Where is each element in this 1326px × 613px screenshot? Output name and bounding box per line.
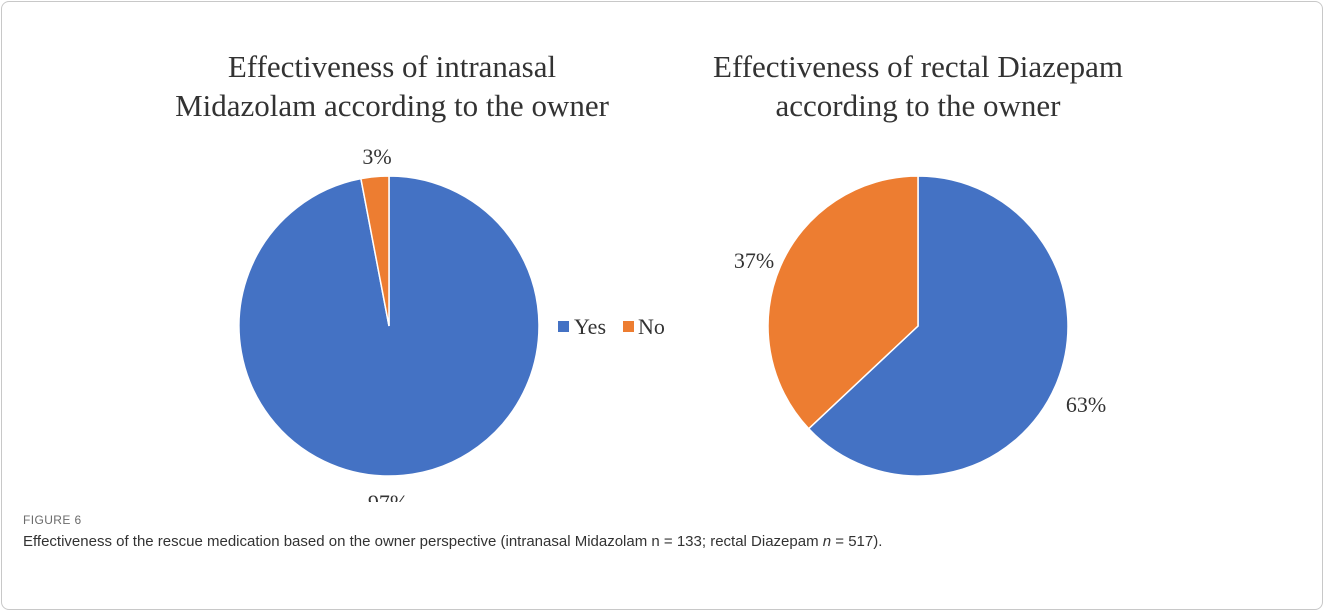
- legend-label-yes: Yes: [574, 314, 606, 339]
- legend-swatch-no: [623, 321, 634, 332]
- legend: Yes No: [558, 314, 665, 339]
- figure-caption: Effectiveness of the rescue medication b…: [23, 533, 882, 550]
- figure-caption-part-b: = 517).: [831, 533, 883, 550]
- pie-2-title-line-1: Effectiveness of rectal Diazepam: [713, 49, 1123, 84]
- pie-2-slice-label-yes: 63%: [1066, 392, 1106, 417]
- pie-2-title-line-2: according to the owner: [776, 88, 1062, 123]
- legend-swatch-yes: [558, 321, 569, 332]
- pie-1-slice-label-yes: 97%: [368, 490, 408, 502]
- figure-label: FIGURE 6: [23, 513, 82, 527]
- pie-1-slice-no: [360, 175, 390, 327]
- legend-label-no: No: [638, 314, 665, 339]
- pie-1-title-line-1: Effectiveness of intranasal: [228, 49, 556, 84]
- pie-2-slice-label-no: 37%: [734, 248, 774, 273]
- figure-caption-part-a: Effectiveness of the rescue medication b…: [23, 533, 823, 550]
- figure-caption-n: n: [822, 533, 832, 550]
- pie-1: [238, 175, 540, 477]
- figure-charts: Effectiveness of intranasal Midazolam ac…: [175, 49, 1123, 502]
- pie-1-title-line-2: Midazolam according to the owner: [175, 88, 610, 123]
- pie-2-slice-yes: [807, 175, 1069, 477]
- pie-2: [767, 175, 1069, 477]
- pie-1-slice-label-no: 3%: [362, 144, 391, 169]
- pie-2-slice-no: [767, 175, 919, 430]
